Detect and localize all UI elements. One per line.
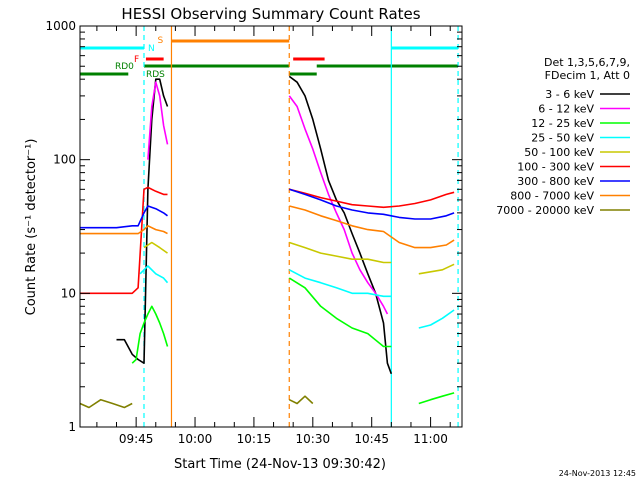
x-tick-label-4: 10:45 [354, 432, 389, 446]
generation-timestamp: 24-Nov-2013 12:45 [559, 469, 636, 478]
flag-label-rd0: RD0 [115, 62, 134, 72]
series-line-7-seg-0 [80, 225, 168, 235]
series-line-2-seg-1 [288, 277, 392, 348]
series-line-6-seg-0 [80, 205, 168, 229]
series-layer [79, 75, 455, 409]
series-line-8-seg-1 [288, 395, 314, 405]
x-tick-label-3: 10:30 [296, 432, 331, 446]
flag-label-n: N [148, 44, 155, 54]
axes-layer [79, 25, 463, 428]
y-tick-label-1: 10 [61, 286, 76, 300]
series-line-5-seg-1 [289, 188, 455, 209]
y-axis-label: Count Rate (s⁻¹ detector⁻¹) [24, 139, 39, 316]
legend-label-0: 3 - 6 keV [545, 88, 594, 101]
x-tick-label-0: 09:45 [119, 432, 154, 446]
y-tick-label-2: 100 [53, 153, 76, 167]
x-axis-label: Start Time (24-Nov-13 09:30:42) [174, 457, 386, 472]
y-tick-label-3: 1000 [45, 19, 76, 33]
legend-label-4: 50 - 100 keV [524, 146, 594, 159]
series-line-2-seg-0 [131, 305, 169, 364]
x-tick-label-5: 11:00 [413, 432, 448, 446]
series-line-3-seg-0 [139, 265, 169, 284]
legend-label-7: 800 - 7000 keV [510, 190, 594, 203]
legend-label-8: 7000 - 20000 keV [496, 204, 594, 217]
legend-label-6: 300 - 800 keV [517, 175, 594, 188]
series-line-1-seg-0 [147, 81, 169, 160]
flag-label-rds: RDS [146, 70, 165, 80]
chart-title: HESSI Observing Summary Count Rates [121, 5, 420, 23]
plot-frame [79, 25, 463, 428]
x-tick-label-2: 10:15 [237, 432, 272, 446]
series-line-3-seg-2 [418, 309, 455, 329]
x-tick-label-1: 10:00 [178, 432, 213, 446]
legend-label-1: 6 - 12 keV [538, 103, 594, 116]
flag-label-s: S [157, 36, 163, 46]
series-line-4-seg-0 [143, 241, 168, 254]
legend-label-5: 100 - 300 keV [517, 161, 594, 174]
series-line-4-seg-2 [418, 263, 455, 275]
legend-title-line-2: FDecim 1, Att 0 [545, 69, 630, 82]
legend-label-2: 12 - 25 keV [531, 117, 594, 130]
y-tick-label-0: 1 [68, 420, 76, 434]
series-line-3-seg-1 [288, 269, 392, 298]
legend: Det 1,3,5,6,7,9,FDecim 1, Att 0 3 - 6 keV… [496, 56, 630, 217]
legend-label-3: 25 - 50 keV [531, 132, 594, 145]
series-line-8-seg-0 [79, 398, 133, 409]
series-line-2-seg-2 [418, 392, 455, 405]
series-line-5-seg-0 [80, 186, 168, 295]
legend-title-line-1: Det 1,3,5,6,7,9, [544, 56, 630, 69]
series-line-6-seg-1 [289, 188, 455, 220]
series-line-0-seg-0 [116, 78, 169, 365]
series-line-4-seg-1 [289, 241, 392, 264]
series-line-0-seg-1 [288, 75, 393, 375]
flag-label-f: F [134, 55, 139, 65]
series-line-7-seg-1 [289, 205, 455, 249]
tick-layer: 1 10 100 1000 09:45 10:00 10:15 10:30 10:45 11:00 [45, 19, 462, 446]
